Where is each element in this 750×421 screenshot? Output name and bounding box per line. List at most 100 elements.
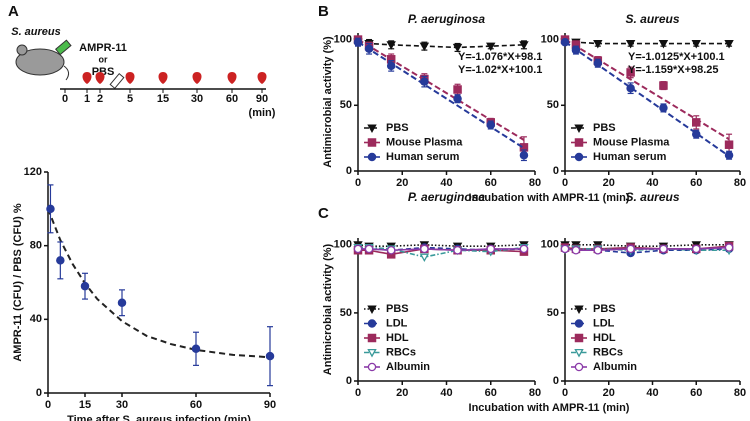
marker <box>117 298 127 308</box>
marker <box>453 246 462 255</box>
marker <box>593 246 603 255</box>
chart-title: P. aeruginosa <box>408 190 485 204</box>
legend-marker <box>367 319 377 328</box>
marker <box>364 44 374 54</box>
series-line <box>565 244 730 247</box>
marker <box>386 246 396 255</box>
legend-label: PBS <box>593 122 616 134</box>
marker <box>386 41 396 50</box>
timepoint-label: 5 <box>127 93 133 105</box>
fit-equation: Y=-1.0125*X+100.1 <box>628 51 725 63</box>
marker <box>626 244 635 254</box>
droplet <box>257 72 267 84</box>
marker <box>625 39 636 49</box>
y-tick-label: 50 <box>340 307 352 319</box>
x-tick-label: 20 <box>603 387 615 399</box>
x-tick-label: 0 <box>355 177 361 189</box>
legend-label: Human serum <box>593 151 667 163</box>
timepoint-label: 30 <box>191 93 203 105</box>
panel-label: C <box>318 205 329 222</box>
x-tick-label: 80 <box>734 177 746 189</box>
marker <box>519 244 529 254</box>
x-axis-label: Incubation with AMPR-11 (min) <box>469 192 630 204</box>
legend-label: LDL <box>593 317 615 329</box>
bacteria-label: S. aureus <box>11 26 61 38</box>
legend-marker <box>574 305 584 314</box>
legend-marker <box>367 138 377 147</box>
y-tick-label: 80 <box>30 240 42 252</box>
legend-label: LDL <box>386 317 408 329</box>
fit-equation: Y=-1.159*X+98.25 <box>628 64 719 76</box>
x-tick-label: 0 <box>562 387 568 399</box>
legend-label: Human serum <box>386 151 460 163</box>
marker <box>659 81 668 90</box>
marker <box>419 253 430 263</box>
timepoint-label: 0 <box>62 93 68 105</box>
droplet <box>95 72 105 84</box>
y-tick-label: 0 <box>36 387 42 399</box>
timepoint-label: 1 <box>84 93 90 105</box>
legend-marker <box>367 152 377 162</box>
y-axis-label: Antimicrobial activity (%) <box>322 36 334 168</box>
y-tick-label: 0 <box>346 165 352 177</box>
x-tick-label: 30 <box>116 399 128 411</box>
marker <box>420 244 429 254</box>
timepoint-label: 90 <box>256 93 268 105</box>
fit-curve <box>47 208 271 359</box>
legend-marker <box>367 333 377 343</box>
marker <box>353 244 363 254</box>
legend-label: HDL <box>386 332 409 344</box>
x-tick-label: 60 <box>690 387 702 399</box>
series <box>353 38 529 53</box>
marker <box>452 43 463 53</box>
marker <box>692 244 701 254</box>
series-line <box>565 41 730 45</box>
marker <box>486 120 495 130</box>
x-tick-label: 60 <box>690 177 702 189</box>
timepoint-label: 60 <box>226 93 238 105</box>
series <box>560 38 734 49</box>
x-tick-label: 90 <box>264 399 276 411</box>
chart-title: S. aureus <box>625 12 679 26</box>
chart-title: P. aeruginosa <box>408 12 485 26</box>
droplet <box>192 72 202 84</box>
legend-label: Albumin <box>593 361 637 373</box>
marker <box>453 85 462 94</box>
x-tick-label: 80 <box>529 177 541 189</box>
legend-marker <box>367 362 377 372</box>
y-tick-label: 100 <box>334 239 352 251</box>
legend-marker <box>574 124 584 133</box>
fit-equation: Y=-1.076*X+98.1 <box>458 51 542 63</box>
x-tick-label: 0 <box>562 177 568 189</box>
y-tick-label: 100 <box>334 33 352 45</box>
legend-marker <box>367 348 377 358</box>
marker <box>519 150 529 160</box>
marker <box>353 37 363 47</box>
schematic: S. aureus AMPR-11 or PBS (min) <box>11 26 276 119</box>
legend-label: Mouse Plasma <box>593 136 670 148</box>
legend-label: Mouse Plasma <box>386 136 463 148</box>
x-tick-label: 40 <box>440 387 452 399</box>
panel-label: A <box>8 3 19 20</box>
series <box>353 37 529 162</box>
marker <box>659 103 668 113</box>
fit-line <box>357 38 525 141</box>
y-tick-label: 120 <box>24 166 42 178</box>
fit-line <box>357 41 525 149</box>
x-tick-label: 40 <box>646 387 658 399</box>
droplet <box>82 72 92 84</box>
marker <box>691 39 701 49</box>
marker <box>658 39 669 49</box>
marker <box>453 94 462 103</box>
mouse-ear <box>16 44 28 56</box>
marker <box>593 58 603 68</box>
syringe <box>55 39 72 56</box>
marker <box>593 39 603 49</box>
marker <box>692 129 701 139</box>
legend-label: PBS <box>386 303 409 315</box>
x-tick-label: 60 <box>190 399 202 411</box>
y-tick-label: 100 <box>541 239 559 251</box>
y-axis-label: Antimicrobial activity (%) <box>322 243 334 375</box>
marker <box>626 83 635 93</box>
